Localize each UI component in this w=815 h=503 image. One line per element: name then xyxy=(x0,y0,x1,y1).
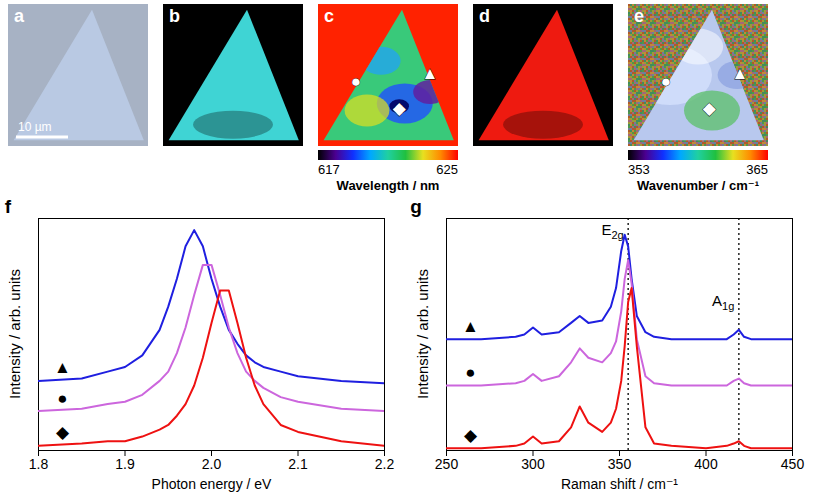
svg-text:◆: ◆ xyxy=(464,426,478,445)
svg-text:2.1: 2.1 xyxy=(288,456,308,472)
svg-text:●: ● xyxy=(351,72,361,91)
svg-text:625: 625 xyxy=(436,162,458,177)
svg-text:●: ● xyxy=(57,389,67,408)
svg-text:2.2: 2.2 xyxy=(375,456,395,472)
svg-text:350: 350 xyxy=(608,456,632,472)
svg-text:d: d xyxy=(479,6,490,26)
svg-text:1.9: 1.9 xyxy=(115,456,135,472)
svg-text:Intensity / arb. units: Intensity / arb. units xyxy=(414,269,431,399)
svg-text:2.0: 2.0 xyxy=(202,456,222,472)
svg-text:Raman shift / cm⁻¹: Raman shift / cm⁻¹ xyxy=(561,476,678,492)
svg-text:c: c xyxy=(324,6,334,26)
svg-text:450: 450 xyxy=(781,456,805,472)
svg-text:1.8: 1.8 xyxy=(29,456,49,472)
svg-text:●: ● xyxy=(661,72,671,91)
svg-text:◆: ◆ xyxy=(393,99,407,118)
svg-text:A1g: A1g xyxy=(712,292,734,312)
svg-text:▲: ▲ xyxy=(732,64,749,83)
svg-text:b: b xyxy=(169,6,180,26)
svg-text:f: f xyxy=(5,196,12,217)
svg-text:400: 400 xyxy=(694,456,718,472)
svg-text:e: e xyxy=(634,6,644,26)
svg-text:▲: ▲ xyxy=(422,64,439,83)
svg-text:◆: ◆ xyxy=(703,99,717,118)
svg-text:a: a xyxy=(14,6,25,26)
svg-text:353: 353 xyxy=(628,162,650,177)
svg-text:365: 365 xyxy=(746,162,768,177)
svg-text:●: ● xyxy=(465,363,475,382)
svg-text:Photon energy / eV: Photon energy / eV xyxy=(152,476,273,492)
svg-text:617: 617 xyxy=(318,162,340,177)
svg-text:g: g xyxy=(410,196,422,217)
svg-text:Wavenumber / cm⁻¹: Wavenumber / cm⁻¹ xyxy=(637,178,759,193)
svg-text:▲: ▲ xyxy=(54,358,71,377)
svg-text:Wavelength / nm: Wavelength / nm xyxy=(337,178,440,193)
svg-text:250: 250 xyxy=(435,456,459,472)
svg-text:E2g: E2g xyxy=(601,221,623,241)
svg-text:◆: ◆ xyxy=(56,423,70,442)
svg-text:10 µm: 10 µm xyxy=(18,120,52,134)
svg-text:Intensity / arb. units: Intensity / arb. units xyxy=(6,269,23,399)
svg-text:▲: ▲ xyxy=(462,317,479,336)
svg-text:300: 300 xyxy=(521,456,545,472)
